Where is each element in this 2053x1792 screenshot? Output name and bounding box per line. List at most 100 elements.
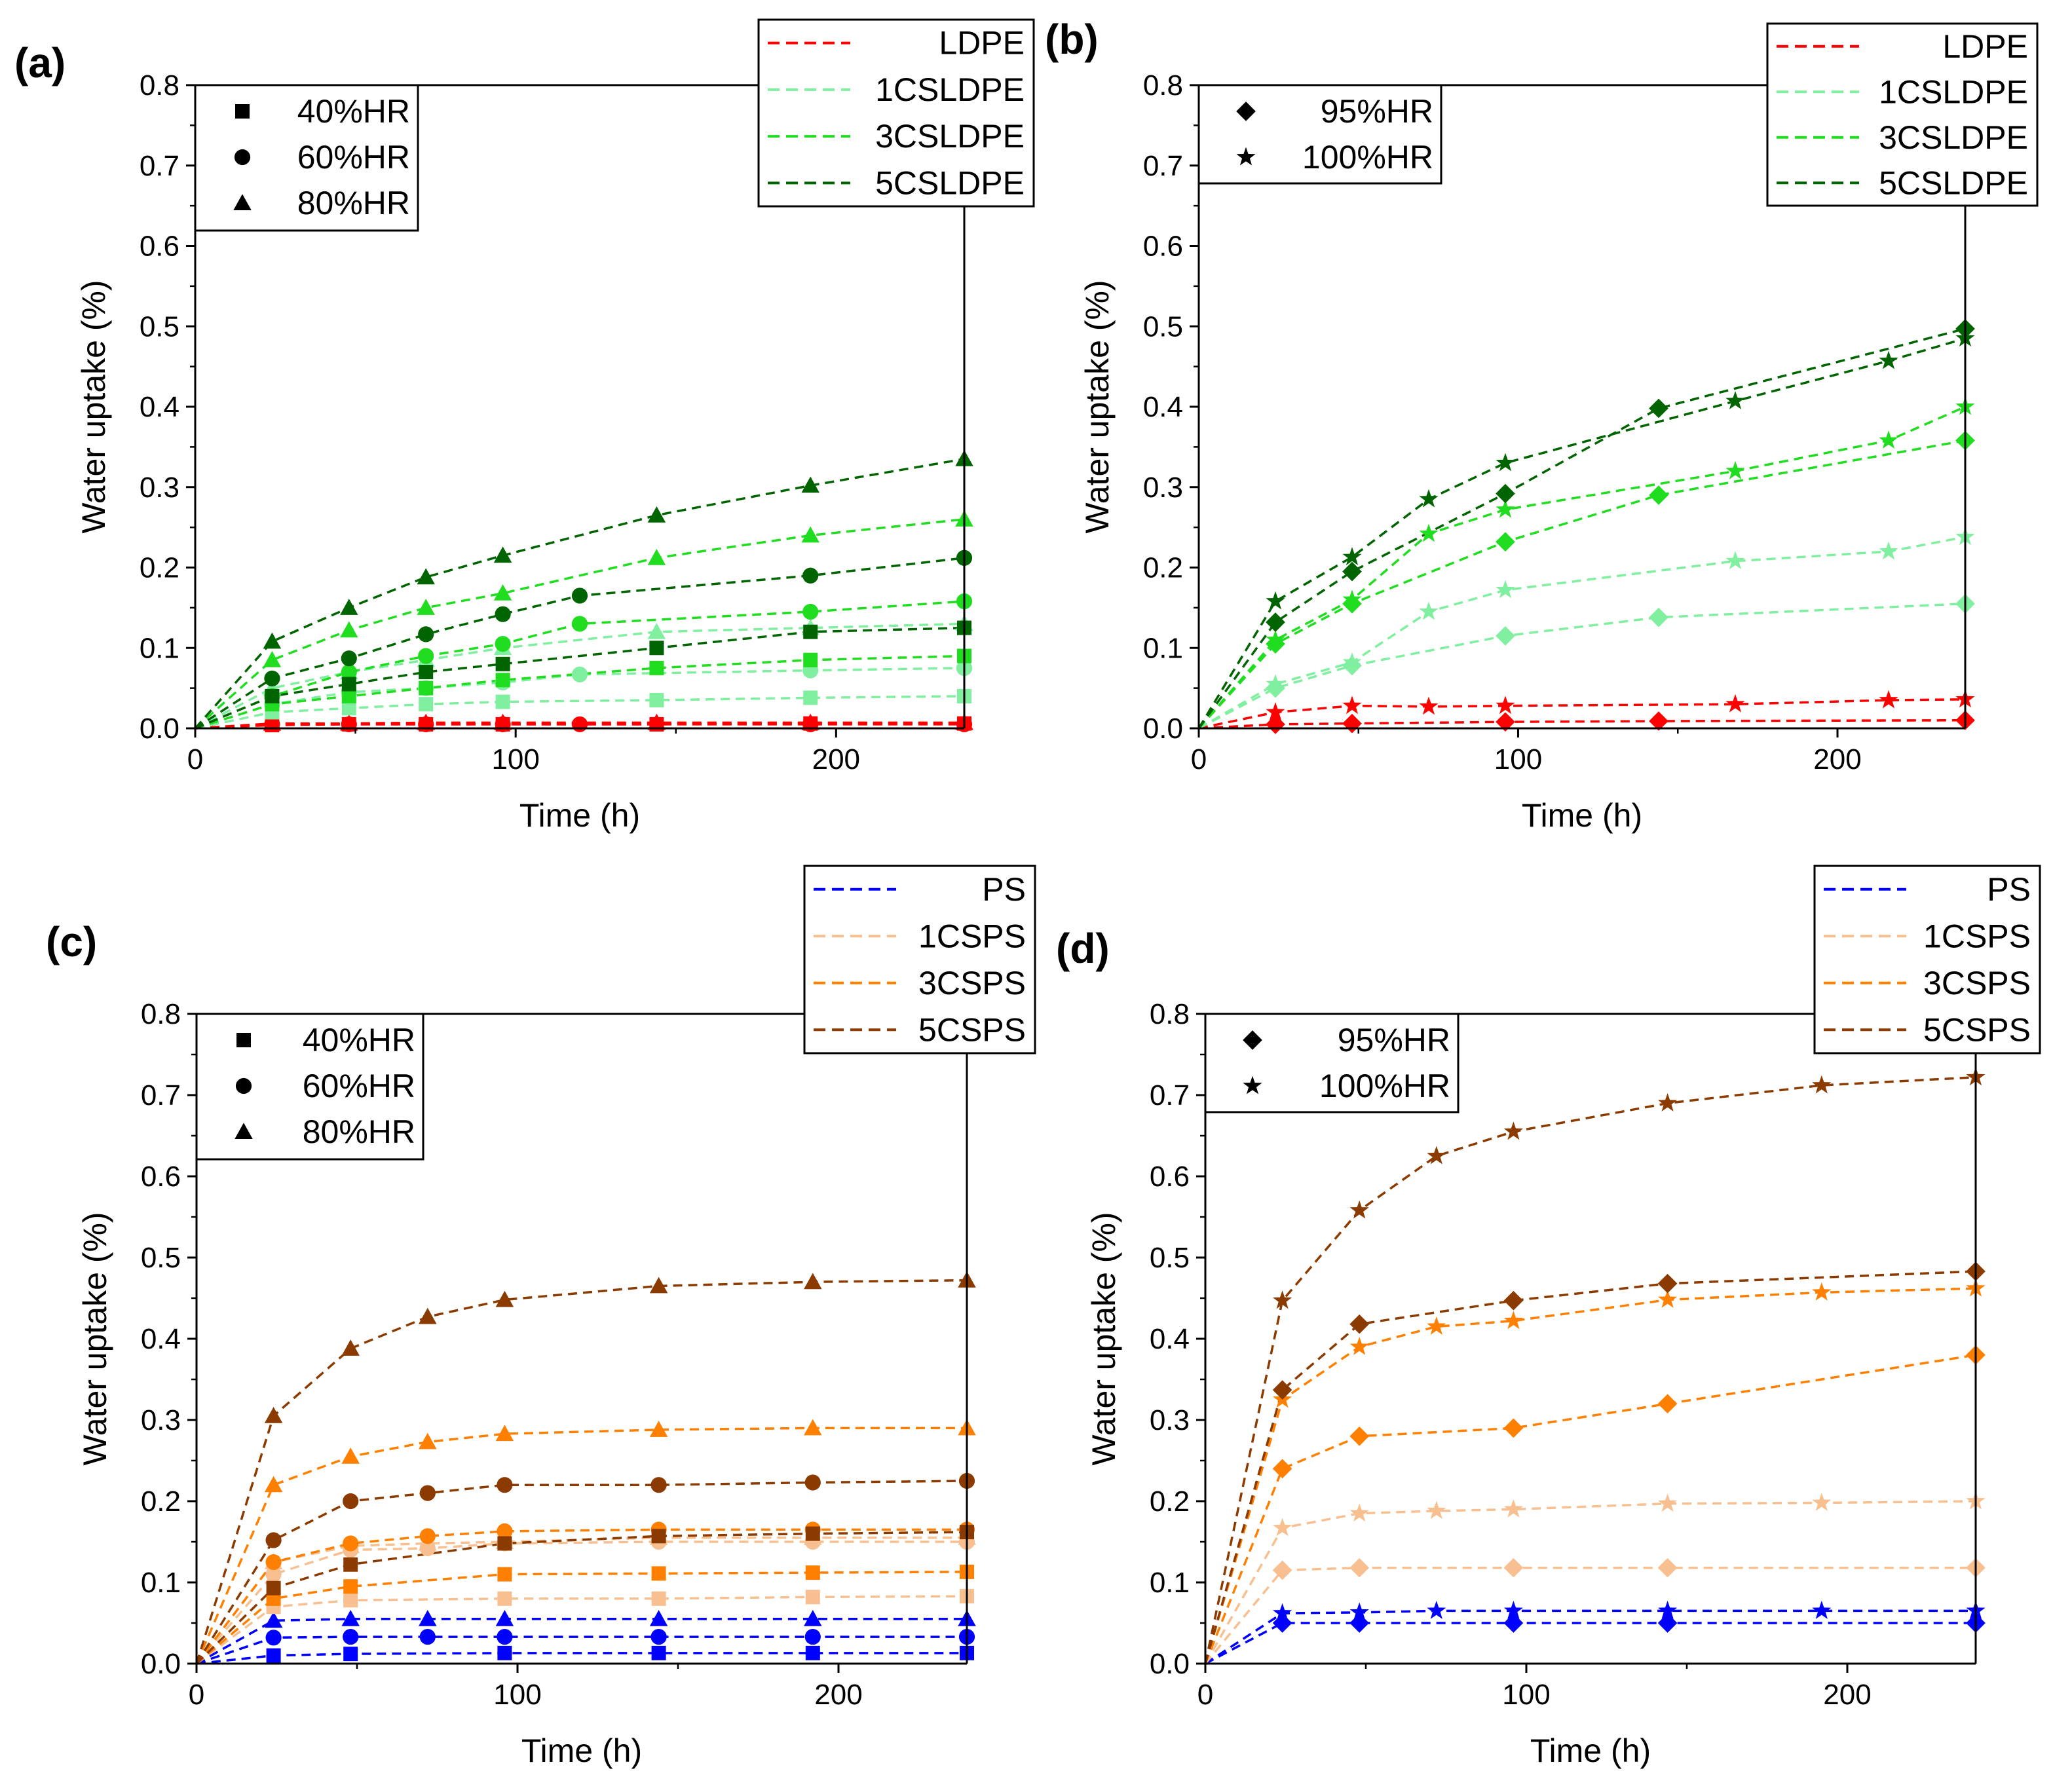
- data-point-3CSPS-100%HR: [1427, 1316, 1446, 1335]
- data-point-5CSPS-60%HR: [419, 1485, 436, 1501]
- legend-label-3CSPS: 3CSPS: [1923, 965, 2031, 1001]
- data-point-5CSLDPE-40%HR: [495, 656, 510, 671]
- data-point-1CSLDPE-40%HR: [495, 694, 510, 709]
- data-point-5CSPS-60%HR: [497, 1477, 513, 1493]
- data-point-5CSLDPE-80%HR: [340, 599, 358, 615]
- data-point-1CSLDPE-95%HR: [1496, 625, 1515, 646]
- data-point-5CSPS-100%HR: [1273, 1290, 1292, 1309]
- data-point-3CSPS-100%HR: [1812, 1282, 1832, 1301]
- y-tick-label: 0.2: [1143, 552, 1183, 584]
- legend-label-5CSLDPE: 5CSLDPE: [875, 164, 1025, 201]
- series-line-PS-100%HR: [1205, 1609, 1976, 1665]
- data-point-3CSLDPE-40%HR: [341, 688, 356, 703]
- data-point-3CSLDPE-80%HR: [263, 650, 282, 667]
- y-tick-label: 0.8: [140, 69, 179, 102]
- data-point-1CSPS-100%HR: [1503, 1499, 1523, 1518]
- y-axis-title: Water uptake (%): [77, 1212, 113, 1465]
- series-line-1CSLDPE-95%HR: [1198, 602, 1966, 730]
- data-point-3CSLDPE-60%HR: [418, 648, 434, 664]
- data-point-5CSPS-80%HR: [649, 1277, 668, 1294]
- data-point-3CSPS-80%HR: [495, 1425, 514, 1442]
- y-tick-label: 0.1: [1150, 1567, 1190, 1599]
- data-point-3CSPS-60%HR: [265, 1554, 282, 1571]
- chart-panel-b: (b) 0.0 0.1 0.2 0.3 0.4 0.5 0.6 0.7 0.8 0 100 200 Tim…: [1045, 16, 2039, 834]
- data-point-5CSPS-40%HR: [266, 1580, 281, 1596]
- data-point-5CSLDPE-95%HR: [1266, 612, 1285, 632]
- data-point-LDPE-95%HR: [1649, 711, 1668, 731]
- legend-marker-square-icon: [235, 104, 250, 119]
- series-line-5CSLDPE-100%HR: [1197, 337, 1966, 729]
- y-tick-label: 0.7: [141, 1079, 181, 1111]
- legend-materials-box: [1813, 865, 2041, 1055]
- panel-label: (c): [46, 918, 97, 965]
- data-point-PS-40%HR: [343, 1647, 358, 1662]
- data-point-3CSLDPE-80%HR: [647, 549, 666, 565]
- y-tick-label: 0.5: [140, 310, 179, 343]
- legend-materials-box: [757, 18, 1035, 208]
- data-point-1CSPS-100%HR: [1427, 1501, 1446, 1520]
- data-point-LDPE-80%HR: [801, 713, 819, 730]
- legend-marker-square-icon: [236, 1033, 251, 1047]
- data-point-3CSPS-40%HR: [651, 1566, 666, 1581]
- y-tick-label: 0.4: [141, 1323, 181, 1355]
- series-line-3CSPS-60%HR: [195, 1528, 967, 1665]
- x-tick-label: 0: [1197, 1679, 1213, 1711]
- data-point-3CSLDPE-80%HR: [801, 526, 819, 543]
- data-point-5CSLDPE-40%HR: [803, 624, 818, 639]
- series-line-5CSLDPE-60%HR: [195, 557, 965, 730]
- data-point-LDPE-100%HR: [1419, 696, 1439, 715]
- legend-label-5CSLDPE: 5CSLDPE: [1879, 164, 2028, 201]
- data-point-PS-40%HR: [266, 1648, 281, 1663]
- data-point-5CSLDPE-80%HR: [417, 568, 435, 585]
- data-point-LDPE-80%HR: [340, 714, 358, 731]
- y-tick-label: 0.5: [141, 1242, 181, 1274]
- data-point-3CSLDPE-80%HR: [417, 599, 435, 615]
- y-tick-label: 0.4: [1143, 391, 1183, 423]
- legend-materials: PS 1CSPS 3CSPS 5CSPS: [803, 865, 1036, 1055]
- data-point-3CSPS-80%HR: [264, 1476, 283, 1493]
- data-point-5CSPS-40%HR: [805, 1526, 820, 1541]
- data-point-3CSLDPE-40%HR: [419, 681, 434, 696]
- data-point-3CSPS-100%HR: [1658, 1290, 1678, 1308]
- legend-label-3CSPS: 3CSPS: [918, 965, 1026, 1001]
- data-point-3CSLDPE-100%HR: [1879, 430, 1898, 449]
- data-point-PS-60%HR: [804, 1628, 821, 1645]
- data-point-PS-100%HR: [1273, 1603, 1292, 1622]
- data-point-1CSPS-95%HR: [1349, 1558, 1370, 1578]
- data-point-3CSLDPE-100%HR: [1419, 523, 1439, 542]
- data-point-LDPE-100%HR: [1266, 702, 1285, 720]
- y-tick-label: 0.5: [1143, 310, 1183, 343]
- x-tick-label: 0: [189, 1679, 204, 1711]
- data-point-5CSPS-95%HR: [1503, 1290, 1524, 1311]
- y-tick-label: 0.2: [140, 552, 179, 584]
- data-point-3CSPS-95%HR: [1272, 1459, 1292, 1479]
- legend-markers: 95%HR 100%HR: [1197, 84, 1442, 185]
- data-point-5CSPS-100%HR: [1349, 1200, 1369, 1219]
- data-point-3CSPS-80%HR: [649, 1421, 668, 1437]
- x-tick-label: 100: [491, 743, 539, 775]
- x-tick-label: 100: [493, 1679, 541, 1711]
- series-line-3CSLDPE-95%HR: [1197, 439, 1966, 730]
- data-point-3CSLDPE-80%HR: [493, 584, 512, 601]
- series-line-3CSPS-80%HR: [195, 1427, 967, 1664]
- series-line-LDPE-80%HR: [195, 721, 964, 730]
- data-point-1CSLDPE-40%HR: [341, 701, 356, 716]
- legend-materials-box: [1766, 22, 2039, 207]
- x-axis-title: Time (h): [1530, 1732, 1651, 1769]
- data-point-1CSLDPE-40%HR: [419, 697, 434, 712]
- data-point-5CSPS-100%HR: [1427, 1146, 1446, 1165]
- y-tick-label: 0.8: [1150, 998, 1190, 1030]
- data-point-PS-100%HR: [1503, 1601, 1523, 1619]
- data-point-LDPE-100%HR: [1725, 694, 1745, 713]
- data-point-1CSLDPE-100%HR: [1496, 580, 1515, 599]
- legend-label-1CSLDPE: 1CSLDPE: [1879, 73, 2028, 110]
- chart-panel-d: (d) 0.0 0.1 0.2 0.3 0.4 0.5 0.6 0.7 0.8 0 100 200 Tim…: [1056, 865, 2041, 1769]
- y-axis-title: Water uptake (%): [1079, 280, 1116, 533]
- data-point-5CSLDPE-95%HR: [1649, 398, 1668, 419]
- data-point-3CSPS-40%HR: [805, 1565, 820, 1580]
- legend-materials: PS 1CSPS 3CSPS 5CSPS: [1813, 865, 2041, 1055]
- legend-markers-box: [194, 84, 419, 232]
- legend-materials: LDPE 1CSLDPE 3CSLDPE 5CSLDPE: [757, 18, 1035, 208]
- series-line-5CSPS-60%HR: [195, 1480, 968, 1664]
